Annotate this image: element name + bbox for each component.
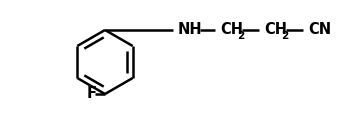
Text: CN: CN [308,22,331,38]
Text: F: F [87,86,97,102]
Text: 2: 2 [281,31,288,41]
Text: 2: 2 [237,31,244,41]
Text: CH: CH [220,22,243,38]
Text: NH: NH [178,22,203,38]
Text: CH: CH [264,22,287,38]
